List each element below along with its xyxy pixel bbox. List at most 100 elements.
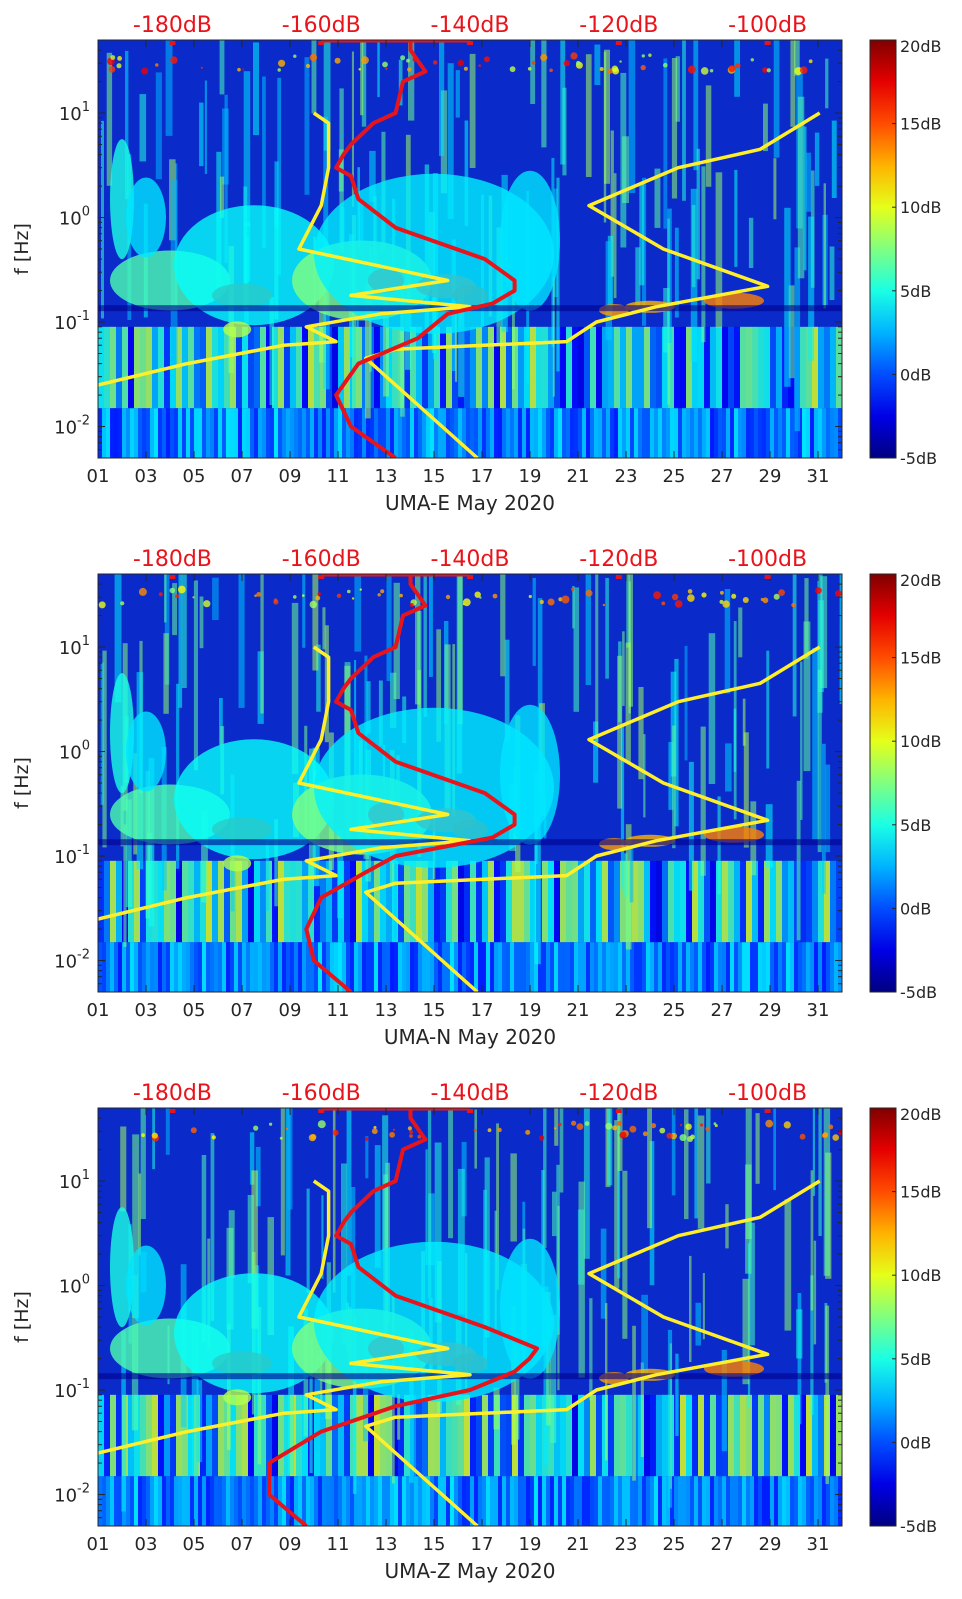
y-tick-label: 100 xyxy=(59,739,90,764)
colorbar-tick-label: -5dB xyxy=(900,1517,937,1536)
x-tick-label: 19 xyxy=(519,1534,542,1555)
y-tick-label: 10-2 xyxy=(54,414,90,439)
top-db-tick-label: -120dB xyxy=(579,1081,658,1106)
red-curve-3 xyxy=(304,574,517,992)
x-axis-label: UMA-E May 2020 xyxy=(385,491,555,515)
top-db-tick-label: -160dB xyxy=(282,1081,361,1106)
colorbar-tick-label: -5dB xyxy=(900,983,937,1002)
x-tick-label: 09 xyxy=(279,466,302,487)
colorbar-tick-label: 10dB xyxy=(900,198,942,217)
x-tick-label: 15 xyxy=(423,466,446,487)
x-tick-label: 31 xyxy=(807,1534,830,1555)
x-tick-label: 13 xyxy=(375,1534,398,1555)
y-tick-label: 10-1 xyxy=(54,1377,90,1402)
x-tick-label: 01 xyxy=(87,466,110,487)
x-tick-label: 21 xyxy=(567,1000,590,1021)
colorbar-tick-label: -5dB xyxy=(900,449,937,468)
x-tick-label: 11 xyxy=(327,466,350,487)
y-tick-label: 101 xyxy=(59,1168,90,1193)
yellow-curve-2 xyxy=(364,645,821,992)
colorbar: 20dB 15dB 10dB 5dB 0dB -5dB xyxy=(869,1105,942,1536)
x-tick-label: 03 xyxy=(135,1000,158,1021)
top-db-tick-label: -140dB xyxy=(431,13,510,38)
colorbar: 20dB 15dB 10dB 5dB 0dB -5dB xyxy=(869,37,942,468)
colorbar-tick-label: 0dB xyxy=(900,365,931,384)
x-tick-label: 29 xyxy=(759,1000,782,1021)
x-tick-label: 31 xyxy=(807,1000,830,1021)
panel-3: 01 03 05 07 09 11 13 15 17 19 21 23 25 27 29 31 UMA-Z Ma… xyxy=(11,1081,942,1583)
x-tick-label: 17 xyxy=(471,466,494,487)
top-db-tick-label: -160dB xyxy=(282,13,361,38)
x-tick-label: 09 xyxy=(279,1534,302,1555)
y-tick-label: 101 xyxy=(59,100,90,125)
colorbar-tick-label: 0dB xyxy=(900,1433,931,1452)
top-db-tick-label: -160dB xyxy=(282,547,361,572)
x-tick-label: 23 xyxy=(615,1534,638,1555)
heatmap xyxy=(98,40,842,458)
colorbar-tick-label: 20dB xyxy=(900,37,942,56)
x-tick-label: 11 xyxy=(327,1000,350,1021)
top-db-tick-label: -100dB xyxy=(728,547,807,572)
x-tick-label: 21 xyxy=(567,466,590,487)
x-tick-label: 19 xyxy=(519,466,542,487)
x-tick-label: 27 xyxy=(711,466,734,487)
x-tick-label: 01 xyxy=(87,1000,110,1021)
colorbar-tick-label: 20dB xyxy=(900,1105,942,1124)
yellow-curve-1 xyxy=(98,645,472,922)
y-tick-label: 10-1 xyxy=(54,309,90,334)
colorbar-tick-label: 10dB xyxy=(900,732,942,751)
y-tick-label: 10-2 xyxy=(54,1482,90,1507)
colorbar-tick-label: 5dB xyxy=(900,282,931,301)
yellow-curve-1 xyxy=(98,111,472,388)
x-axis-label: UMA-Z May 2020 xyxy=(384,1559,555,1583)
x-tick-label: 19 xyxy=(519,1000,542,1021)
top-db-tick-label: -140dB xyxy=(431,547,510,572)
y-tick-label: 100 xyxy=(59,1273,90,1298)
y-axis-label: f [Hz] xyxy=(11,1291,33,1343)
colorbar: 20dB 15dB 10dB 5dB 0dB -5dB xyxy=(869,571,942,1002)
y-axis-label: f [Hz] xyxy=(11,223,33,275)
top-db-tick-label: -140dB xyxy=(431,1081,510,1106)
x-tick-label: 25 xyxy=(663,1534,686,1555)
x-tick-label: 25 xyxy=(663,1000,686,1021)
heatmap xyxy=(98,574,842,992)
x-tick-label: 27 xyxy=(711,1000,734,1021)
colorbar-tick-label: 5dB xyxy=(900,1350,931,1369)
x-tick-label: 17 xyxy=(471,1534,494,1555)
x-tick-label: 15 xyxy=(423,1534,446,1555)
yellow-curve-2 xyxy=(364,1179,821,1526)
x-tick-label: 07 xyxy=(231,466,254,487)
colorbar-tick-label: 10dB xyxy=(900,1266,942,1285)
x-tick-label: 27 xyxy=(711,1534,734,1555)
y-tick-label: 101 xyxy=(59,634,90,659)
x-tick-label: 07 xyxy=(231,1000,254,1021)
top-db-tick-label: -120dB xyxy=(579,13,658,38)
heatmap xyxy=(98,1108,842,1526)
top-db-tick-label: -180dB xyxy=(133,13,212,38)
red-curve-3 xyxy=(267,1108,539,1526)
y-tick-label: 10-1 xyxy=(54,843,90,868)
y-axis-label: f [Hz] xyxy=(11,757,33,809)
x-tick-label: 25 xyxy=(663,466,686,487)
x-tick-label: 01 xyxy=(87,1534,110,1555)
x-tick-label: 15 xyxy=(423,1000,446,1021)
x-tick-label: 03 xyxy=(135,466,158,487)
x-tick-label: 23 xyxy=(615,1000,638,1021)
colorbar-tick-label: 15dB xyxy=(900,649,942,668)
x-tick-label: 29 xyxy=(759,1534,782,1555)
top-db-tick-label: -120dB xyxy=(579,547,658,572)
x-tick-label: 07 xyxy=(231,1534,254,1555)
x-tick-label: 17 xyxy=(471,1000,494,1021)
yellow-curve-1 xyxy=(98,1179,472,1456)
x-tick-label: 21 xyxy=(567,1534,590,1555)
x-tick-label: 11 xyxy=(327,1534,350,1555)
top-db-tick-label: -100dB xyxy=(728,1081,807,1106)
x-tick-label: 23 xyxy=(615,466,638,487)
x-tick-label: 05 xyxy=(183,1534,206,1555)
x-tick-label: 13 xyxy=(375,1000,398,1021)
panel-1: 01 03 05 07 09 11 13 15 17 19 21 23 25 27 29 31 UMA-E Ma… xyxy=(11,13,942,515)
colorbar-tick-label: 5dB xyxy=(900,816,931,835)
colorbar-tick-label: 15dB xyxy=(900,115,942,134)
x-tick-label: 31 xyxy=(807,466,830,487)
